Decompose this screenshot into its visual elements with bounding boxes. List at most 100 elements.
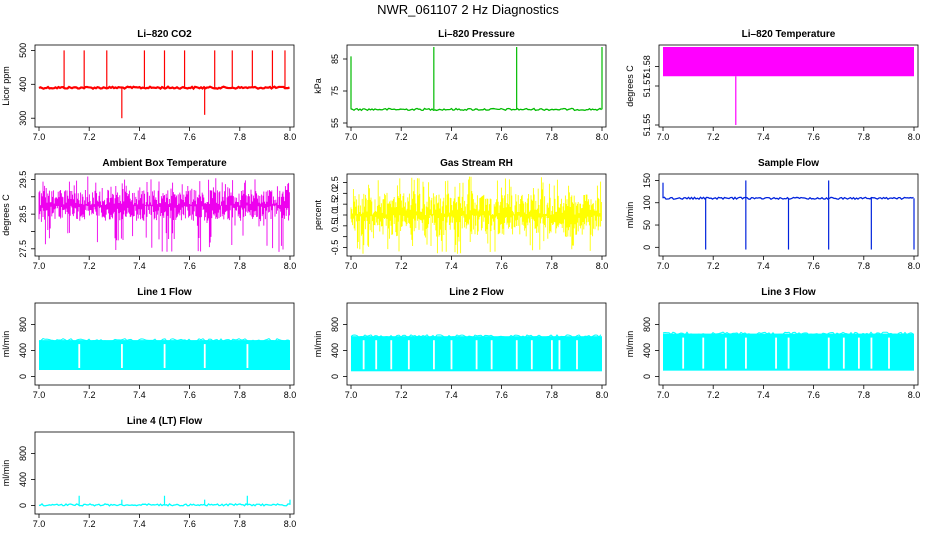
y-tick-label: 150 [642,173,652,188]
x-tick-label: 7.4 [133,390,146,400]
y-tick-label: 0 [330,374,340,379]
plot-frame [34,302,295,386]
data-gap [775,337,777,369]
chart-title: Line 3 Flow [761,287,816,298]
data-gap [433,340,435,370]
x-tick-label: 7.8 [546,132,559,142]
data-gap [530,340,533,370]
data-gap [163,344,166,368]
data-gap [551,340,553,370]
x-tick-label: 7.8 [546,390,559,400]
x-tick-label: 7.2 [707,390,720,400]
chart-title: Line 4 (LT) Flow [127,416,203,427]
y-tick-label: 400 [18,472,28,487]
data-edge [38,338,290,343]
chart-8: Line 3 Flow ml/min 7.0 7.2 7.4 7.6 7.8 8.0 0 400 8… [625,287,920,400]
y-tick-label: 51.58 [642,55,652,78]
x-tick-label: 7.0 [33,132,46,142]
x-tick-label: 7.2 [83,390,96,400]
x-tick-label: 7.2 [83,261,96,271]
x-tick-label: 7.4 [757,132,770,142]
x-tick-label: 7.0 [33,519,46,529]
y-axis-label: ml/min [625,202,635,229]
y-tick-label: 800 [18,446,28,461]
x-tick-label: 7.4 [445,132,458,142]
chart-4: Gas Stream RH percent 7.0 7.2 7.4 7.6 7.8 8.0 -0… [313,158,608,271]
chart-1: Li–820 Pressure kPa 7.0 7.2 7.4 7.6 7.8 8.0 55 75… [313,29,608,142]
data-gap [827,337,830,369]
y-tick-label: 2.0 [330,187,340,200]
x-tick-label: 7.8 [858,390,871,400]
x-tick-label: 7.8 [546,261,559,271]
y-tick-label: 800 [330,317,340,332]
x-tick-label: 7.2 [395,261,408,271]
x-tick-label: 7.6 [183,519,196,529]
plot-frame [658,173,919,257]
x-tick-label: 8.0 [596,390,609,400]
plot-frame [346,44,607,128]
x-tick-label: 7.8 [234,519,247,529]
y-tick-label: 1.5 [330,198,340,211]
y-tick-label: 51.57 [642,75,652,98]
y-axis-label: percent [313,199,323,230]
y-tick-label: 0 [18,503,28,508]
x-tick-label: 7.2 [707,261,720,271]
chart-title: Gas Stream RH [440,158,513,169]
chart-title: Line 1 Flow [137,287,192,298]
x-tick-label: 7.8 [234,132,247,142]
x-tick-label: 7.6 [807,261,820,271]
plot-frame [34,173,295,257]
y-tick-label: 55 [330,118,340,128]
x-tick-label: 7.4 [133,132,146,142]
data-gap [888,337,890,369]
y-tick-label: 300 [18,111,28,126]
chart-9: Line 4 (LT) Flow ml/min 7.0 7.2 7.4 7.6 7.8 8.0… [1,416,296,529]
y-tick-label: 400 [18,77,28,92]
chart-title: Li–820 Temperature [742,29,836,40]
chart-7: Line 2 Flow ml/min 7.0 7.2 7.4 7.6 7.8 8.0 0 400 8… [313,287,608,400]
y-tick-label: 100 [642,195,652,210]
x-tick-label: 7.2 [395,132,408,142]
y-tick-label: 0 [18,374,28,379]
x-tick-label: 7.8 [234,261,247,271]
x-tick-label: 7.6 [183,390,196,400]
plot-frame [658,302,919,386]
x-tick-label: 7.2 [83,519,96,529]
data-gap [450,340,453,370]
data-gap [745,337,747,369]
y-tick-label: 400 [18,343,28,358]
data-series [38,176,290,252]
y-tick-label: 29.5 [18,171,28,189]
x-tick-label: 7.0 [345,132,358,142]
data-gap [78,344,81,368]
data-gap [121,344,123,368]
x-tick-label: 7.0 [657,390,670,400]
data-gap [702,337,705,369]
x-tick-label: 7.2 [707,132,720,142]
x-tick-label: 7.4 [757,390,770,400]
main-title: NWR_061107 2 Hz Diagnostics [377,2,559,17]
x-tick-label: 8.0 [596,261,609,271]
data-gap [787,337,790,369]
x-tick-label: 7.0 [33,390,46,400]
x-tick-label: 7.0 [657,261,670,271]
y-axis-label: degrees C [1,194,11,236]
data-gap [490,340,493,370]
y-tick-label: 800 [18,317,28,332]
y-tick-label: 400 [330,343,340,358]
x-tick-label: 7.4 [133,519,146,529]
y-axis-label: ml/min [625,331,635,358]
y-tick-label: 500 [18,43,28,58]
y-axis-label: kPa [313,78,323,94]
chart-5: Sample Flow ml/min 7.0 7.2 7.4 7.6 7.8 8.0 0 50 10… [625,158,920,271]
x-tick-label: 7.4 [133,261,146,271]
x-tick-label: 8.0 [596,132,609,142]
x-tick-label: 8.0 [908,390,921,400]
y-axis-label: ml/min [1,460,11,487]
data-series [350,176,602,254]
y-axis-label: degrees C [625,65,635,107]
y-tick-label: 51.55 [642,114,652,137]
x-tick-label: 7.6 [807,390,820,400]
data-gap [724,337,727,369]
